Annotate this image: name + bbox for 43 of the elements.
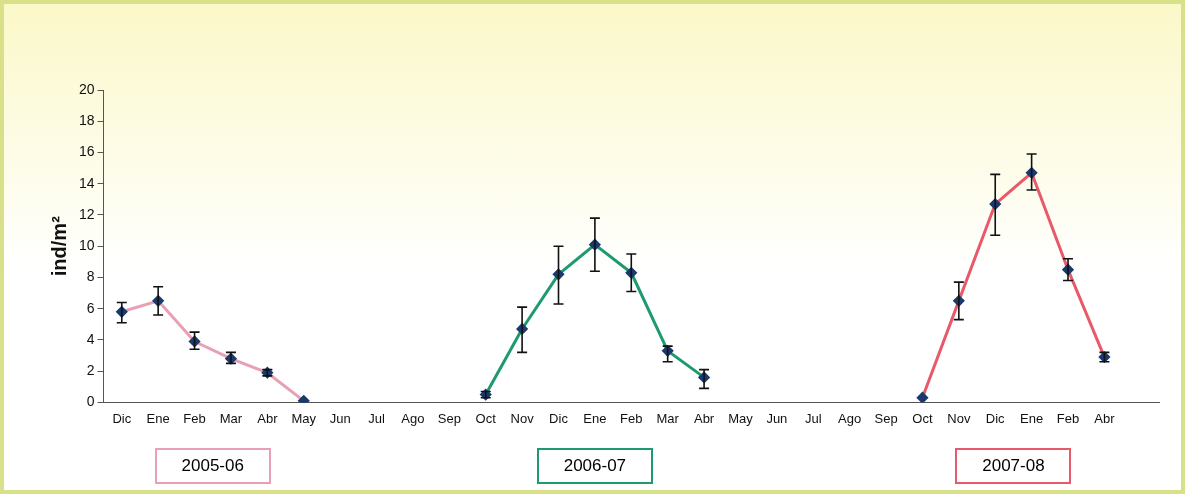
x-tick-label: Ago	[838, 410, 862, 426]
x-tick-label: Feb	[183, 410, 206, 426]
text: 2005-06	[154, 448, 271, 485]
y-tick-label: 0	[86, 393, 95, 410]
y-tick-label: 4	[86, 330, 95, 347]
y-tick-label: 8	[86, 268, 95, 285]
x-tick-label: Ene	[1020, 410, 1044, 426]
x-tick-label: Nov	[510, 410, 535, 426]
x-tick-label: Jul	[804, 410, 822, 426]
x-tick-label: Jul	[368, 410, 385, 426]
x-tick-label: Abr	[1094, 410, 1116, 426]
y-tick-label: 20	[78, 80, 95, 97]
x-tick-label: Abr	[257, 410, 279, 426]
x-tick-label: Sep	[874, 410, 898, 426]
y-tick-label: 10	[78, 237, 95, 254]
x-tick-label: Feb	[1056, 410, 1080, 426]
x-tick-label: Dic	[549, 410, 569, 426]
x-tick-label: Oct	[912, 410, 933, 426]
x-tick-label: Feb	[620, 410, 643, 426]
y-tick-label: 2	[86, 362, 95, 379]
x-tick-label: Oct	[475, 410, 497, 426]
y-axis-title: ind/m²	[47, 215, 70, 277]
x-tick-label: Jun	[766, 410, 788, 426]
y-tick-label: 12	[78, 205, 95, 222]
y-tick-label: 6	[86, 299, 95, 316]
y-tick-label: 16	[78, 143, 95, 160]
x-tick-label: May	[291, 410, 317, 426]
y-tick-label: 18	[78, 112, 95, 129]
y-tick-label: 14	[78, 174, 95, 191]
x-tick-label: Abr	[693, 410, 715, 426]
x-tick-label: Jun	[329, 410, 351, 426]
x-tick-label: Dic	[112, 410, 132, 426]
text: 2006-07	[536, 448, 653, 485]
x-tick-label: Ago	[401, 410, 425, 426]
x-tick-label: Ene	[583, 410, 607, 426]
x-tick-label: Ene	[146, 410, 170, 426]
x-tick-label: Nov	[947, 410, 971, 426]
x-tick-label: Mar	[219, 410, 243, 426]
x-tick-label: Mar	[656, 410, 680, 426]
x-tick-label: Sep	[437, 410, 461, 426]
x-tick-label: Dic	[985, 410, 1006, 426]
x-tick-label: May	[728, 410, 754, 426]
text: 2007-08	[955, 448, 1072, 485]
